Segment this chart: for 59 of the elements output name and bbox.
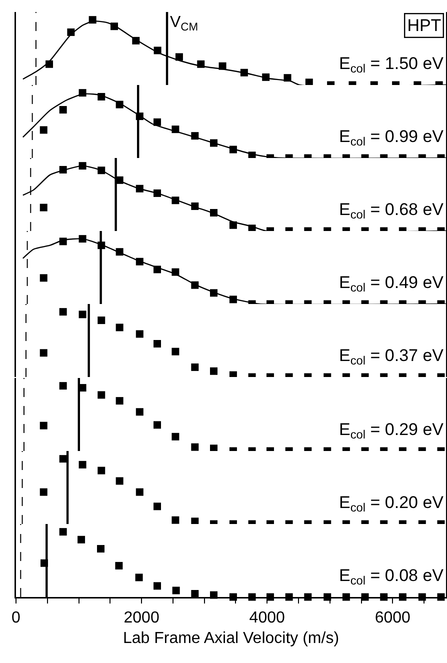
point xyxy=(153,582,161,590)
point xyxy=(40,204,48,212)
point xyxy=(229,372,237,378)
point xyxy=(115,562,123,570)
annotation: E$_{col}$ = 0.49 eV xyxy=(339,273,444,295)
point xyxy=(98,390,106,398)
point xyxy=(59,382,67,390)
point xyxy=(191,442,199,450)
x-axis-title: Lab Frame Axial Velocity (m/s) xyxy=(122,630,340,647)
point xyxy=(191,590,199,598)
point xyxy=(153,340,161,348)
point xyxy=(191,517,199,524)
point xyxy=(59,308,67,316)
annotation: E$_{col}$ = 0.08 eV xyxy=(339,566,444,588)
point xyxy=(135,573,143,581)
x-tick-label: 2000 xyxy=(124,609,160,626)
point xyxy=(153,420,161,428)
annotation: E$_{col}$ = 0.20 eV xyxy=(339,492,444,514)
annotation: E$_{col}$ = 0.29 eV xyxy=(339,420,444,442)
point xyxy=(78,460,86,468)
point xyxy=(210,368,218,376)
point xyxy=(153,502,161,510)
point xyxy=(96,544,104,552)
annotation: HPT xyxy=(407,16,442,36)
point xyxy=(136,408,144,416)
point xyxy=(136,488,144,496)
x-tick-label: 0 xyxy=(12,609,21,626)
point xyxy=(210,444,218,451)
point xyxy=(153,118,161,126)
point xyxy=(136,330,144,338)
point xyxy=(59,528,67,536)
point xyxy=(40,274,48,282)
point xyxy=(116,324,124,332)
point xyxy=(40,421,48,429)
annotation: E$_{col}$ = 0.99 eV xyxy=(339,127,444,149)
point xyxy=(172,432,180,440)
point xyxy=(172,516,180,524)
point xyxy=(191,364,199,372)
point xyxy=(40,488,48,496)
point xyxy=(98,466,106,474)
annotation: E$_{col}$ = 0.37 eV xyxy=(339,346,444,368)
point xyxy=(59,454,67,462)
point xyxy=(78,536,86,544)
x-tick-label: 4000 xyxy=(249,609,285,626)
point xyxy=(40,350,48,358)
annotation: E$_{col}$ = 1.50 eV xyxy=(339,54,444,76)
point xyxy=(172,586,180,594)
x-tick-label: 6000 xyxy=(374,609,411,626)
annotation: E$_{col}$ = 0.68 eV xyxy=(339,200,444,222)
point xyxy=(175,53,183,61)
point xyxy=(305,78,313,86)
point xyxy=(116,396,124,404)
point xyxy=(78,311,86,319)
ref-line-label: V$_{CM}$ xyxy=(170,14,198,34)
point xyxy=(172,348,180,356)
point xyxy=(59,106,67,114)
point xyxy=(40,126,48,134)
point xyxy=(98,316,106,324)
point xyxy=(116,476,124,484)
